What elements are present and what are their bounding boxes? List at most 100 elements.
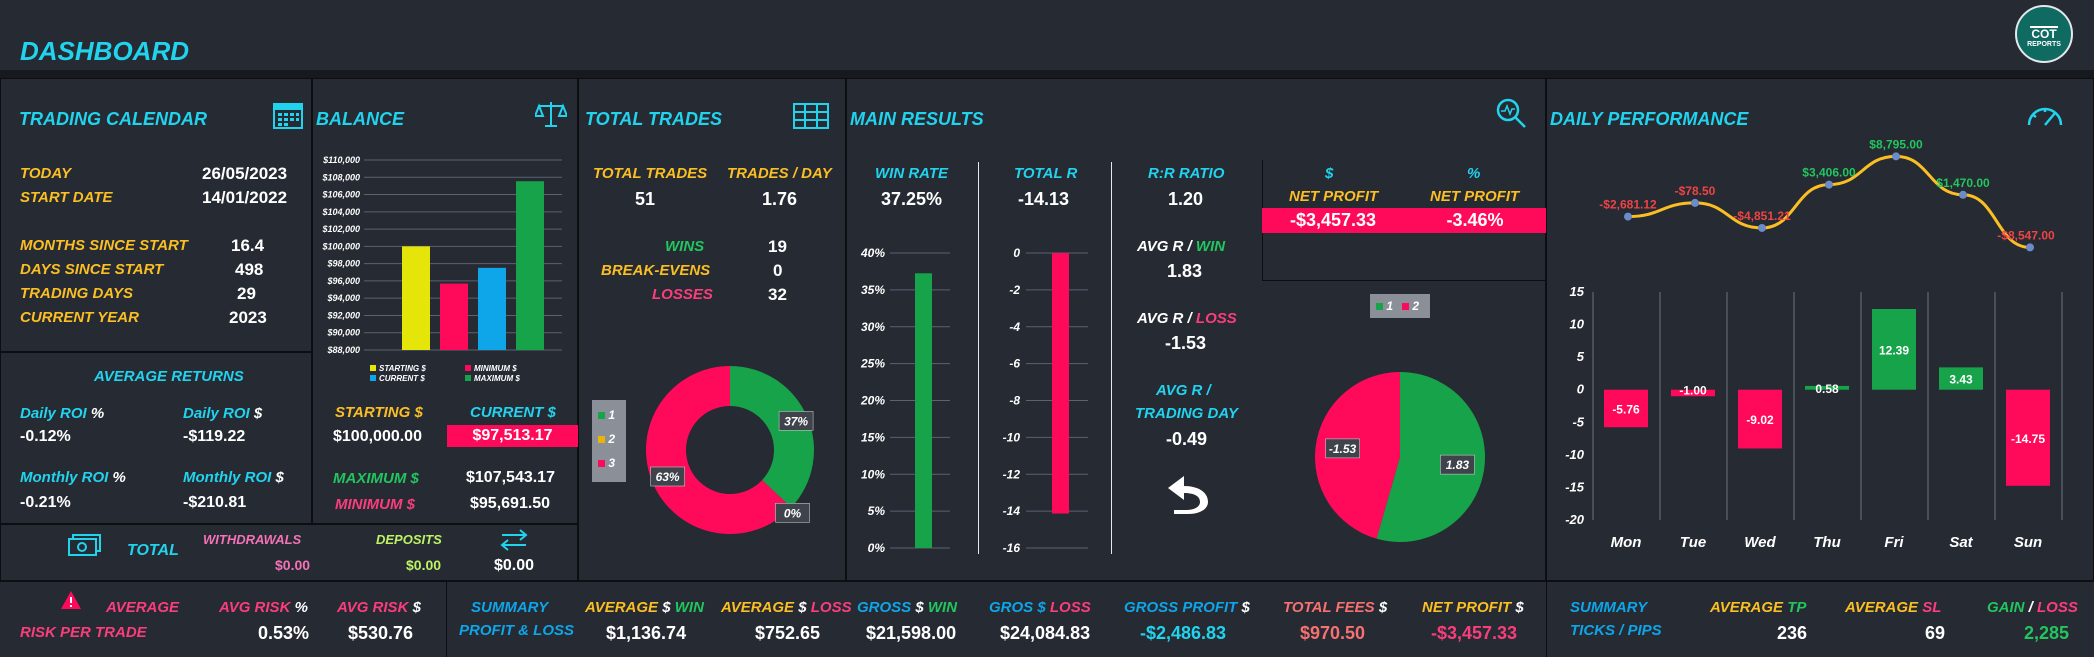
donut-legend: 1 2 3 bbox=[592, 400, 626, 482]
avg-r-loss-value: -1.53 bbox=[1165, 333, 1207, 353]
daily-performance-panel: DAILY PERFORMANCE bbox=[1546, 78, 2094, 581]
avg-risk-title-2: RISK PER TRADE bbox=[20, 624, 147, 641]
y-tick-label: -14 bbox=[1003, 504, 1021, 518]
deposits-label: DEPOSITS bbox=[376, 532, 442, 547]
y-tick-label: -15 bbox=[1565, 479, 1585, 494]
np-pct-value: -3.46% bbox=[1404, 208, 1546, 233]
avg-loss-value: $752.65 bbox=[755, 623, 821, 643]
speedometer-icon bbox=[2025, 101, 2065, 129]
daily-bar bbox=[1738, 389, 1782, 449]
avg-tp-value: 236 bbox=[1777, 623, 1808, 643]
np-usd-value: -$3,457.33 bbox=[1262, 208, 1404, 233]
daily-line-chart: -$2,681.12 -$78.50 -$4,851.21 $3,406.00 $8,7… bbox=[1599, 140, 2055, 252]
divider-1 bbox=[978, 162, 979, 554]
y-tick-label: 30% bbox=[861, 320, 885, 334]
data-label-text: 37% bbox=[784, 414, 808, 428]
balance-chart: $110,000 $108,000 $106,000 $104,000 $102,000… bbox=[321, 155, 562, 383]
y-tick-label: $94,000 bbox=[326, 293, 360, 303]
trading-calendar-title: TRADING CALENDAR bbox=[19, 109, 207, 129]
days-since-start-value: 498 bbox=[235, 260, 264, 279]
gross-loss-label: GROS $ LOSS bbox=[989, 599, 1091, 616]
total-trades-panel: TOTAL TRADES bbox=[578, 78, 846, 581]
y-tick-label: 0% bbox=[868, 541, 886, 555]
start-date-label: START DATE bbox=[20, 189, 113, 206]
data-label-bg bbox=[778, 411, 814, 431]
scale-icon bbox=[533, 99, 569, 129]
avg-risk-pct-label: AVG RISK % bbox=[219, 599, 308, 616]
total-label: TOTAL bbox=[127, 542, 179, 559]
minimum-balance-value: $95,691.50 bbox=[470, 495, 551, 512]
result-bar bbox=[915, 273, 932, 548]
monthly-roi-usd-label: Monthly ROI $ bbox=[183, 469, 284, 486]
maximum-balance-label: MAXIMUM $ bbox=[333, 470, 419, 487]
y-tick-label: -16 bbox=[1003, 541, 1021, 555]
legend-swatch bbox=[465, 365, 471, 371]
trades-per-day-value: 1.76 bbox=[762, 189, 798, 209]
y-tick-label: $90,000 bbox=[326, 328, 360, 338]
result-bar bbox=[1052, 253, 1069, 514]
wins-label: WINS bbox=[665, 238, 705, 255]
y-tick-label: 20% bbox=[860, 394, 885, 408]
y-tick-label: $98,000 bbox=[326, 259, 360, 269]
avg-sl-label: AVERAGE SL bbox=[1845, 599, 1942, 616]
data-label-bg bbox=[650, 466, 685, 487]
months-since-start-value: 16.4 bbox=[231, 236, 265, 255]
daily-roi-usd-label: Daily ROI $ bbox=[183, 405, 263, 422]
legend-swatch bbox=[465, 375, 471, 381]
withdrawals-label: WITHDRAWALS bbox=[203, 532, 302, 547]
table-grid-icon bbox=[793, 103, 829, 129]
maximum-balance-value: $107,543.17 bbox=[466, 469, 555, 486]
daily-pl-label: $1,470.00 bbox=[1936, 176, 1990, 190]
page-title: DASHBOARD bbox=[20, 36, 189, 66]
current-balance-value: $97,513.17 bbox=[447, 425, 578, 447]
daily-pl-label: $8,795.00 bbox=[1869, 140, 1923, 151]
legend-label: MINIMUM $ bbox=[474, 364, 517, 373]
total-fees-label: TOTAL FEES $ bbox=[1283, 599, 1388, 616]
rr-ratio-label: R:R RATIO bbox=[1148, 165, 1225, 182]
daily-roi-usd-value: -$119.22 bbox=[183, 428, 246, 445]
y-tick-label: 15% bbox=[861, 430, 885, 444]
cot-reports-logo[interactable]: COT REPORTS bbox=[2015, 5, 2073, 63]
data-label-text: 63% bbox=[656, 470, 680, 484]
deposits-value: $0.00 bbox=[406, 557, 442, 573]
start-date-value: 14/01/2022 bbox=[202, 188, 288, 207]
total-trades-label: TOTAL TRADES bbox=[593, 165, 708, 182]
y-tick-label: $108,000 bbox=[321, 172, 360, 182]
monthly-roi-pct-value: -0.21% bbox=[20, 494, 71, 511]
money-icon bbox=[68, 533, 102, 557]
current-year-value: 2023 bbox=[229, 308, 267, 327]
gross-profit-label: GROSS PROFIT $ bbox=[1124, 599, 1250, 616]
total-trades-title: TOTAL TRADES bbox=[585, 109, 723, 129]
trades-per-day-label: TRADES / DAY bbox=[727, 165, 832, 182]
np-usd-label: NET PROFIT bbox=[1289, 188, 1379, 205]
avg-risk-title-1: AVERAGE bbox=[106, 599, 180, 616]
x-tick-label: Tue bbox=[1680, 534, 1706, 551]
ticks-title-1: SUMMARY bbox=[1570, 599, 1648, 616]
daily-bar-label: -5.76 bbox=[1612, 402, 1640, 416]
np-usd-header: $ bbox=[1325, 165, 1334, 182]
data-label-bg bbox=[1325, 438, 1360, 459]
daily-roi-pct-value: -0.12% bbox=[20, 428, 71, 445]
pie-legend-item-1: 1 bbox=[1376, 299, 1393, 313]
legend-item-2: 2 bbox=[598, 432, 615, 446]
y-tick-label: 0 bbox=[1577, 382, 1585, 397]
daily-bar-label: -14.75 bbox=[2011, 432, 2045, 446]
np-pct-label: NET PROFIT bbox=[1430, 188, 1520, 205]
avg-r-win-value: 1.83 bbox=[1167, 261, 1203, 281]
current-balance-label: CURRENT $ bbox=[470, 404, 556, 421]
data-label-bg bbox=[1440, 454, 1475, 475]
break-evens-label: BREAK-EVENS bbox=[601, 262, 711, 279]
daily-bar-label: 12.39 bbox=[1879, 343, 1909, 357]
avg-r-pie-chart: 1.83 -1.53 bbox=[1315, 372, 1485, 542]
back-arrow-icon[interactable] bbox=[1160, 470, 1210, 514]
gross-win-value: $21,598.00 bbox=[866, 623, 957, 643]
balance-bar bbox=[440, 283, 468, 350]
losses-label: LOSSES bbox=[652, 286, 713, 303]
y-tick-label: 10% bbox=[861, 467, 885, 481]
avg-tp-label: AVERAGE TP bbox=[1710, 599, 1807, 616]
monthly-roi-usd-value: -$210.81 bbox=[183, 494, 247, 511]
np-pct-header: % bbox=[1467, 165, 1481, 182]
bottom-strip-ticks bbox=[1546, 581, 2094, 657]
header-bar: DASHBOARD COT REPORTS bbox=[0, 0, 2094, 70]
y-tick-label: 25% bbox=[860, 357, 885, 371]
